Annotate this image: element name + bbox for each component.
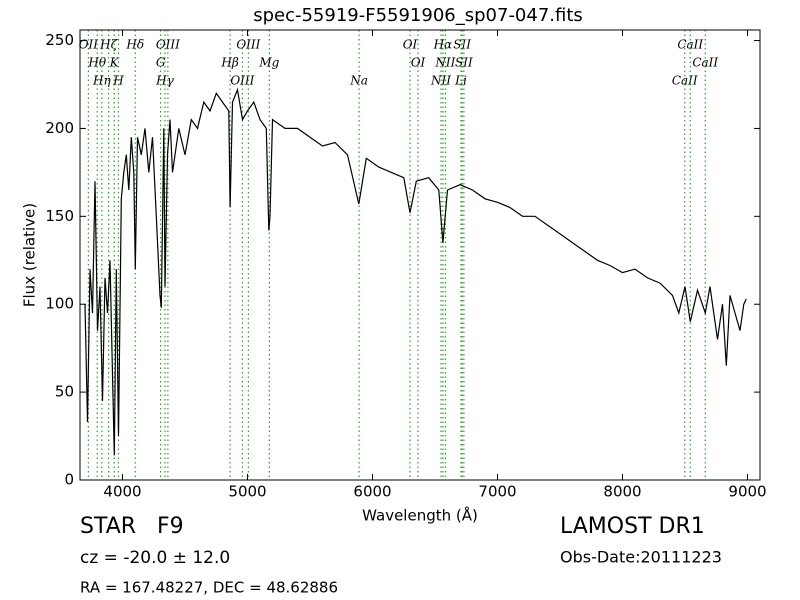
obs-date: Obs-Date:20111223 <box>560 548 722 567</box>
chart-title: spec-55919-F5591906_sp07-047.fits <box>253 5 583 26</box>
plot-frame <box>79 29 761 481</box>
object-class: STAR F9 <box>80 514 184 539</box>
spectrum-line <box>84 87 747 456</box>
spectral-line-label: NII <box>430 74 451 88</box>
spectral-line-label: Mg <box>258 56 279 70</box>
spectral-line-label: SII <box>453 38 471 52</box>
x-tick-label: 5000 <box>228 483 266 501</box>
spectral-line-label: Hγ <box>155 74 174 88</box>
x-tick-label: 7000 <box>478 483 516 501</box>
y-tick-label: 150 <box>45 207 74 225</box>
spectral-line-label: Hβ <box>220 56 238 70</box>
spectral-line-label: CaII <box>692 56 718 70</box>
spectral-line-label: Hζ <box>99 38 118 52</box>
spectral-line-label: K <box>109 56 120 70</box>
spectral-line-label: Hδ <box>125 38 144 52</box>
spectral-line-label: NII <box>434 56 455 70</box>
spectral-line-label: OI <box>411 56 426 70</box>
spectral-line-label: SII <box>455 56 473 70</box>
y-axis-label: Flux (relative) <box>21 203 39 307</box>
x-tick-label: 6000 <box>353 483 391 501</box>
spectral-line-label: Hθ <box>87 56 106 70</box>
spectral-line-label: G <box>156 56 166 70</box>
spectral-line-label: CaII <box>677 38 703 52</box>
spectral-line-label: H <box>112 74 124 88</box>
spectral-line-label: OI <box>403 38 418 52</box>
spectral-line-label: Hη <box>92 74 111 88</box>
spectral-line-label: OIII <box>156 38 180 52</box>
spectral-line-label: Li <box>454 74 467 88</box>
redshift: cz = -20.0 ± 12.0 <box>80 548 230 568</box>
y-tick-label: 100 <box>45 295 74 313</box>
spectral-line-label: OIII <box>230 74 254 88</box>
y-tick-label: 250 <box>45 31 74 49</box>
spectral-line-label: OII <box>79 38 99 52</box>
spectral-line-label: Na <box>349 74 368 88</box>
x-axis-label: Wavelength (Å) <box>362 506 478 525</box>
y-tick-label: 50 <box>55 383 74 401</box>
y-tick-label: 200 <box>45 119 74 137</box>
y-tick-label: 0 <box>64 471 74 489</box>
spectral-line-label: Hα <box>433 38 453 52</box>
spectral-line-label: CaII <box>672 74 698 88</box>
spectral-line-label: OIII <box>236 38 260 52</box>
x-tick-label: 4000 <box>103 483 141 501</box>
coordinates: RA = 167.48227, DEC = 48.62886 <box>80 579 338 597</box>
x-tick-label: 9000 <box>728 483 766 501</box>
survey: LAMOST DR1 <box>560 514 705 539</box>
x-tick-label: 8000 <box>603 483 641 501</box>
